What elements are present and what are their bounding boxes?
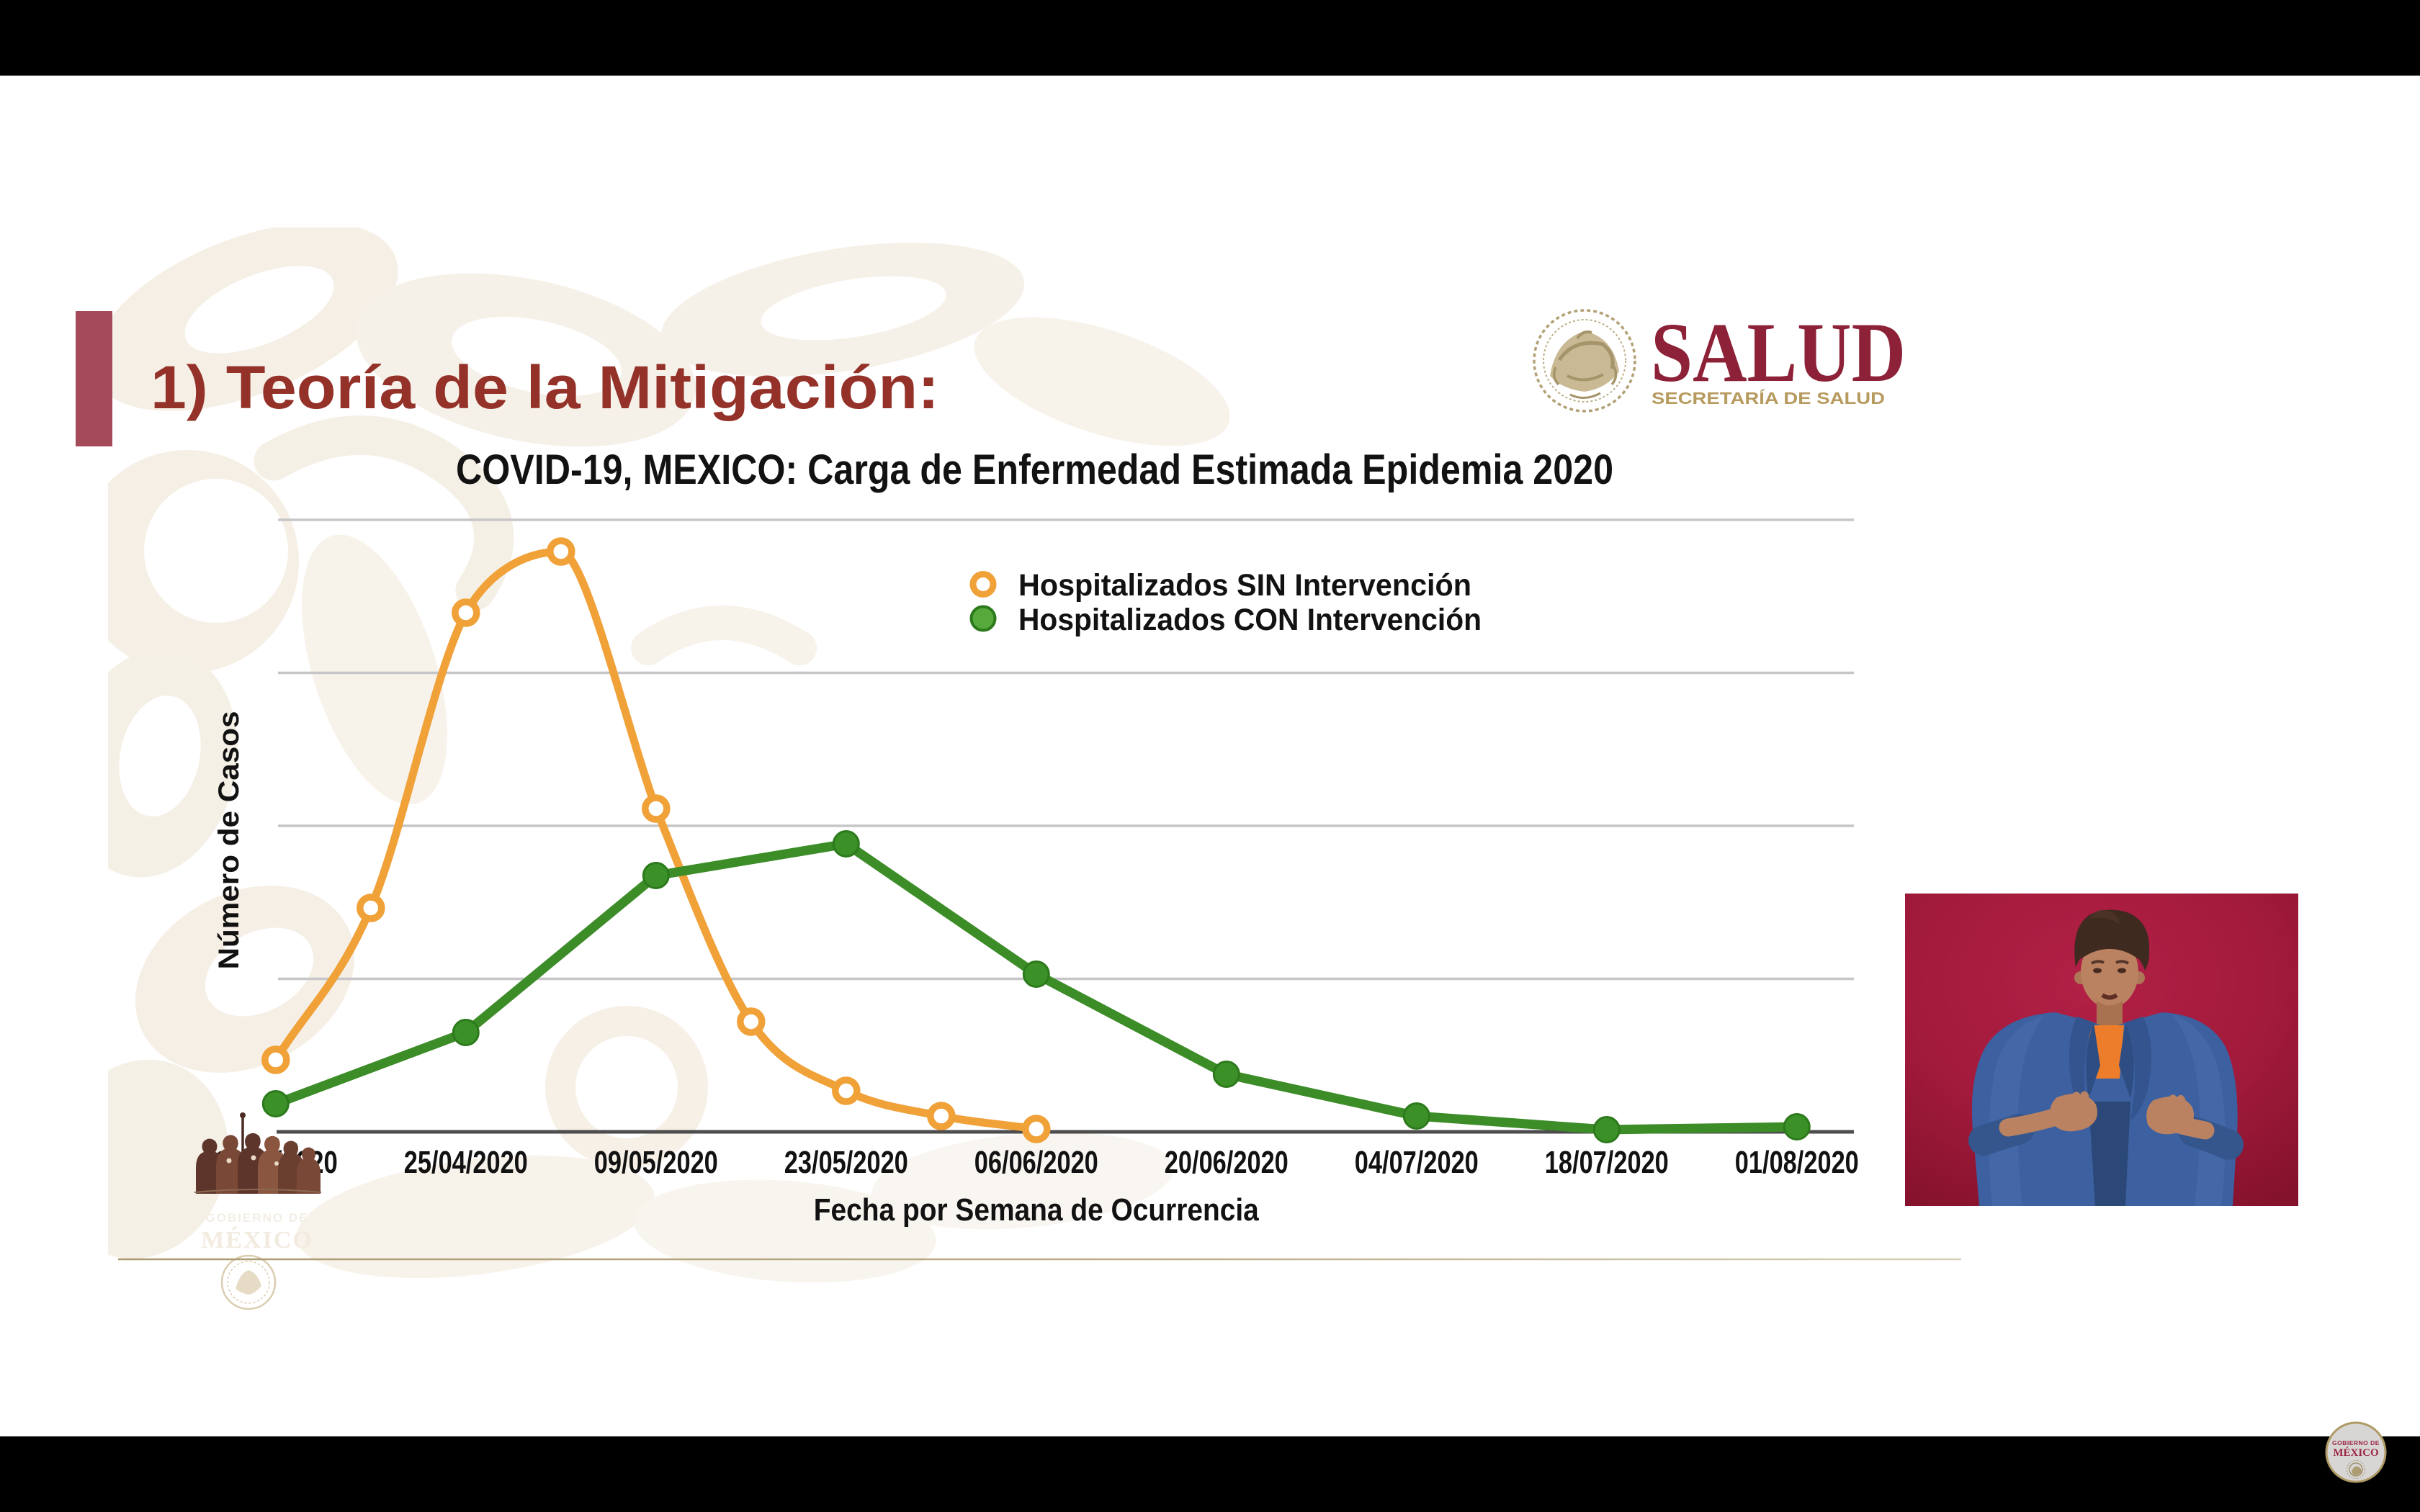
svg-text:01/08/2020: 01/08/2020 — [1735, 1145, 1859, 1180]
svg-text:MÉXICO: MÉXICO — [2333, 1446, 2378, 1459]
svg-text:18/07/2020: 18/07/2020 — [1545, 1145, 1669, 1180]
svg-text:04/07/2020: 04/07/2020 — [1355, 1145, 1479, 1180]
svg-text:SECRETARÍA DE SALUD: SECRETARÍA DE SALUD — [1652, 388, 1885, 408]
svg-text:Número de Casos: Número de Casos — [213, 711, 245, 970]
svg-text:1) Teoría de la Mitigación:: 1) Teoría de la Mitigación: — [151, 354, 939, 421]
svg-text:09/05/2020: 09/05/2020 — [594, 1145, 718, 1180]
svg-text:25/04/2020: 25/04/2020 — [404, 1145, 528, 1180]
svg-text:06/06/2020: 06/06/2020 — [974, 1145, 1098, 1180]
svg-text:23/05/2020: 23/05/2020 — [784, 1145, 908, 1180]
svg-text:GOBIERNO DE: GOBIERNO DE — [206, 1211, 309, 1225]
svg-text:MÉXICO: MÉXICO — [201, 1227, 313, 1254]
svg-text:Hospitalizados CON Intervenció: Hospitalizados CON Intervención — [1018, 603, 1482, 637]
svg-text:GOBIERNO DE: GOBIERNO DE — [2332, 1439, 2380, 1446]
svg-text:Fecha por Semana de Ocurrencia: Fecha por Semana de Ocurrencia — [814, 1192, 1259, 1228]
svg-text:COVID-19, MEXICO: Carga de Enf: COVID-19, MEXICO: Carga de Enfermedad Es… — [456, 446, 1613, 493]
svg-text:Hospitalizados SIN Intervenció: Hospitalizados SIN Intervención — [1018, 568, 1471, 603]
svg-text:SALUD: SALUD — [1651, 305, 1906, 400]
svg-text:20/06/2020: 20/06/2020 — [1165, 1145, 1289, 1180]
